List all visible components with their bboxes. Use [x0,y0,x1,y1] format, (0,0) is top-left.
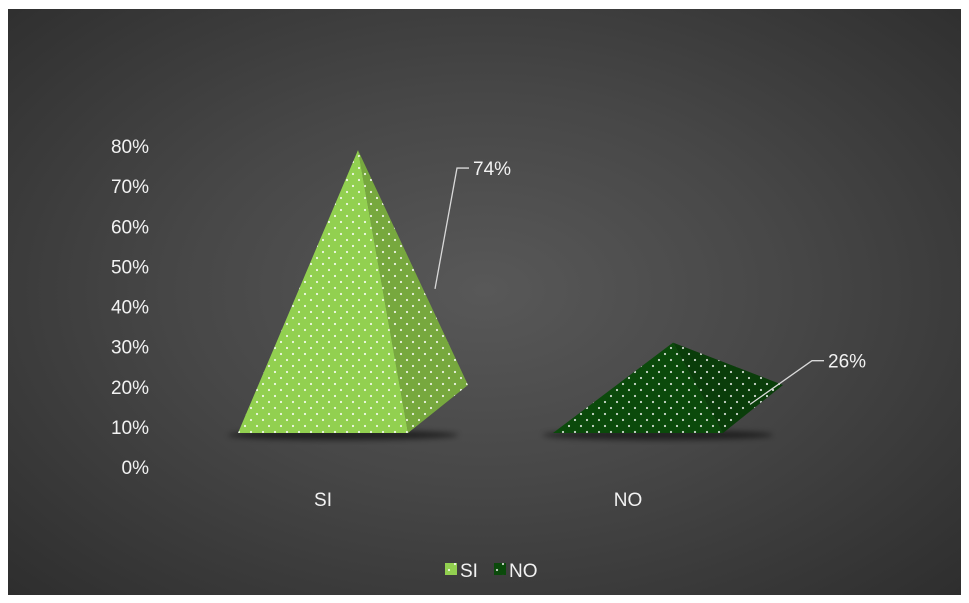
pyramid-chart: 0% 10% 20% 30% 40% 50% 60% 70% 80% 74% SI 26% NO SI… [111,137,866,582]
legend-label-no: NO [509,561,538,582]
pyramid-side-dots-si [358,150,468,433]
pyramid-front-dots-no [553,342,723,433]
legend-swatch-dots [494,563,506,575]
y-tick-label: 20% [111,378,149,399]
y-tick-label: 10% [111,418,149,439]
legend-swatch-dots [445,563,457,575]
pyramid-front-dots-si [238,150,408,433]
data-label-leader-line [434,167,469,289]
category-label-si: SI [314,490,332,511]
y-tick-label: 30% [111,338,149,359]
data-label-si: 74% [473,159,511,180]
y-tick-label: 60% [111,217,149,238]
legend-label-si: SI [460,561,478,582]
data-label-no: 26% [828,352,866,373]
data-label-leader-line [749,360,824,405]
y-tick-label: 50% [111,257,149,278]
y-tick-label: 80% [111,137,149,158]
legend-item-no[interactable]: NO [494,561,538,582]
pyramid-side-dots-no [673,342,783,433]
category-label-no: NO [614,490,643,511]
y-tick-label: 40% [111,298,149,319]
chart-area: 0% 10% 20% 30% 40% 50% 60% 70% 80% 74% SI 26% NO SI… [8,9,961,595]
legend-item-si[interactable]: SI [445,561,478,582]
y-tick-label: 70% [111,177,149,198]
y-tick-label: 0% [122,458,150,479]
